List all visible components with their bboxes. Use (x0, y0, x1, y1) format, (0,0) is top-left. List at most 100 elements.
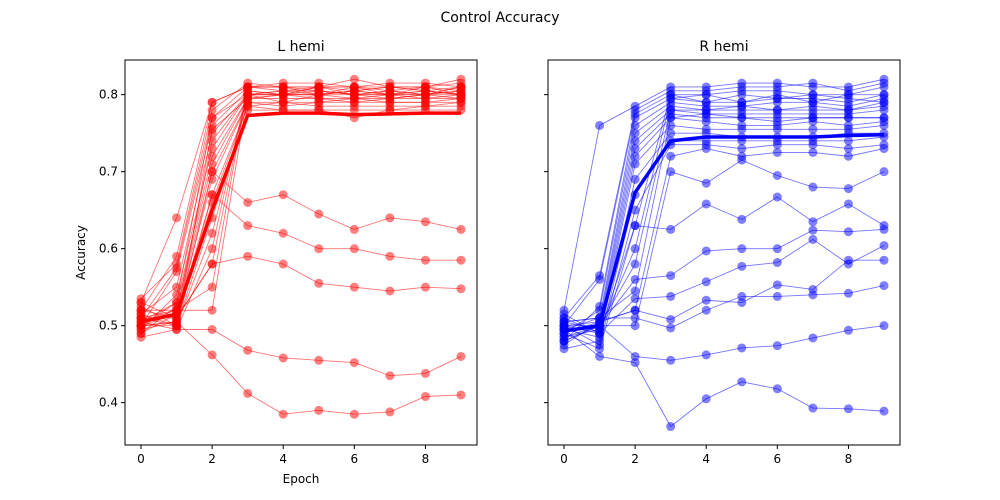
data-point-25-1 (172, 325, 182, 334)
data-point-14-8 (843, 90, 853, 100)
data-point-21-4 (278, 90, 288, 100)
data-point-2-9 (879, 82, 889, 92)
data-point-24-8 (843, 325, 853, 335)
data-point-23-6 (772, 291, 782, 301)
mean-line (563, 132, 885, 333)
data-point-26-4 (278, 409, 288, 419)
data-point-5-2 (630, 128, 640, 138)
series-line-1 (140, 82, 462, 311)
series-line-20 (563, 228, 885, 330)
data-point-21-4 (701, 277, 711, 287)
data-point-16-6 (772, 113, 782, 123)
data-point-18-5 (737, 155, 747, 165)
data-point-22-9 (879, 255, 889, 265)
series-line-18 (140, 94, 462, 323)
data-point-4-2 (630, 120, 640, 130)
x-tick-label-3: 6 (774, 452, 782, 466)
data-point-6-2 (630, 136, 640, 146)
series-21 (136, 82, 466, 338)
data-point-19-2 (630, 221, 640, 231)
data-point-21-9 (456, 86, 466, 96)
data-point-19-3 (666, 224, 676, 234)
series-line-2 (563, 86, 885, 326)
data-point-20-2 (630, 274, 640, 284)
data-point-13-4 (701, 97, 711, 107)
data-point-15-9 (879, 101, 889, 111)
series-line-23 (563, 285, 885, 329)
data-point-19-5 (737, 214, 747, 224)
data-point-23-9 (456, 255, 466, 265)
data-point-25-7 (808, 403, 818, 413)
data-point-9-5 (737, 124, 747, 134)
series-26 (136, 317, 466, 419)
data-point-20-6 (772, 244, 782, 254)
data-point-10-2 (630, 174, 640, 184)
data-point-19-4 (701, 199, 711, 209)
data-point-24-9 (456, 284, 466, 294)
data-point-14-3 (666, 94, 676, 103)
chart-title: R hemi (699, 39, 748, 55)
chart-panel-right: 0 2 4 6 8 R hemi (544, 39, 901, 466)
data-point-24-2 (630, 351, 640, 361)
series-line-25 (563, 329, 885, 428)
data-point-22-2 (630, 305, 640, 315)
axes-frame (547, 59, 901, 446)
data-point-24-6 (349, 282, 359, 292)
data-point-26-2 (207, 350, 217, 360)
data-point-25-4 (701, 394, 711, 404)
data-point-21-7 (808, 234, 818, 244)
data-point-23-5 (737, 291, 747, 301)
series-line-1 (563, 82, 885, 319)
data-point-16-3 (666, 113, 676, 123)
data-point-17-8 (843, 151, 853, 161)
data-point-19-6 (772, 192, 782, 202)
data-point-26-8 (420, 391, 430, 401)
data-point-24-3 (243, 251, 253, 261)
series-line-9 (563, 124, 885, 335)
data-point-25-9 (879, 406, 889, 416)
data-point-16-7 (808, 113, 818, 123)
data-point-22-5 (737, 298, 747, 308)
data-point-18-4 (278, 97, 288, 107)
series-line-5 (563, 101, 885, 323)
data-point-19-7 (808, 217, 818, 227)
data-point-24-5 (737, 343, 747, 353)
data-point-24-7 (808, 333, 818, 343)
data-point-15-8 (843, 105, 853, 115)
data-point-15-2 (630, 259, 640, 269)
data-point-20-9 (879, 224, 889, 234)
data-point-25-6 (349, 358, 359, 368)
figure-title: Control Accuracy (441, 10, 560, 26)
data-point-15-5 (737, 101, 747, 111)
series-line-8 (563, 117, 885, 338)
data-point-24-7 (385, 286, 395, 296)
data-point-23-2 (630, 313, 640, 323)
data-point-26-5 (314, 405, 324, 415)
data-point-10-2 (207, 174, 217, 184)
data-point-18-6 (772, 171, 782, 180)
data-point-22-5 (314, 209, 324, 219)
data-point-15-6 (772, 105, 782, 115)
data-point-0-1 (172, 213, 182, 223)
data-point-23-7 (385, 251, 395, 261)
data-point-25-6 (772, 384, 782, 394)
data-point-20-2 (207, 124, 217, 134)
series-18 (559, 155, 889, 342)
data-point-17-4 (701, 144, 711, 154)
x-tick-label-2: 4 (279, 452, 287, 466)
data-point-17-7 (808, 147, 818, 157)
data-point-21-0 (136, 328, 146, 338)
data-point-0-1 (595, 120, 605, 130)
series-line-19 (563, 196, 885, 334)
series-line-22 (563, 259, 884, 334)
data-point-20-3 (666, 271, 676, 281)
series-line-6 (563, 109, 885, 346)
data-point-12-5 (737, 144, 747, 154)
data-point-8-2 (630, 151, 640, 161)
data-point-17-3 (666, 151, 676, 161)
data-point-16-0 (136, 298, 146, 308)
series-line-21 (140, 86, 462, 334)
series-line-4 (563, 98, 885, 334)
data-point-23-7 (808, 290, 818, 300)
